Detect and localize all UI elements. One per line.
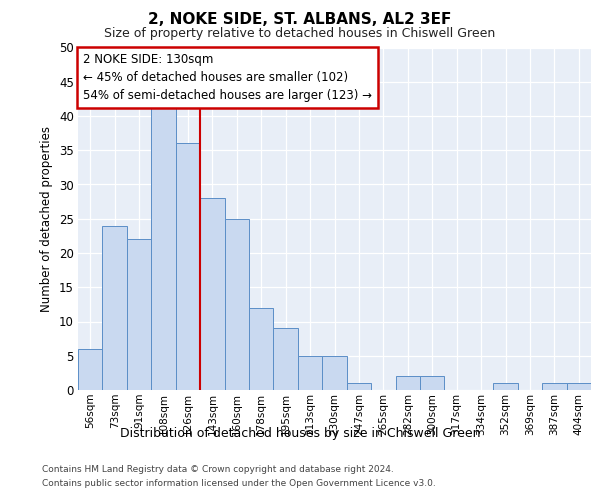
Bar (127, 240, 151, 390)
Bar (78, 349, 103, 390)
Bar (322, 356, 347, 390)
Bar (224, 219, 249, 390)
Bar (103, 226, 127, 390)
Bar (176, 144, 200, 390)
Bar (347, 383, 371, 390)
Bar (151, 102, 176, 390)
Bar (566, 383, 591, 390)
Text: Distribution of detached houses by size in Chiswell Green: Distribution of detached houses by size … (120, 428, 480, 440)
Bar (420, 376, 445, 390)
Text: Contains HM Land Registry data © Crown copyright and database right 2024.: Contains HM Land Registry data © Crown c… (42, 465, 394, 474)
Bar (249, 308, 274, 390)
Text: 2 NOKE SIDE: 130sqm
← 45% of detached houses are smaller (102)
54% of semi-detac: 2 NOKE SIDE: 130sqm ← 45% of detached ho… (83, 52, 372, 102)
Text: 2, NOKE SIDE, ST. ALBANS, AL2 3EF: 2, NOKE SIDE, ST. ALBANS, AL2 3EF (148, 12, 452, 28)
Bar (542, 383, 566, 390)
Bar (200, 198, 224, 390)
Y-axis label: Number of detached properties: Number of detached properties (40, 126, 53, 312)
Bar (395, 376, 420, 390)
Text: Contains public sector information licensed under the Open Government Licence v3: Contains public sector information licen… (42, 479, 436, 488)
Text: Size of property relative to detached houses in Chiswell Green: Size of property relative to detached ho… (104, 28, 496, 40)
Bar (298, 356, 322, 390)
Bar (493, 383, 518, 390)
Bar (274, 328, 298, 390)
